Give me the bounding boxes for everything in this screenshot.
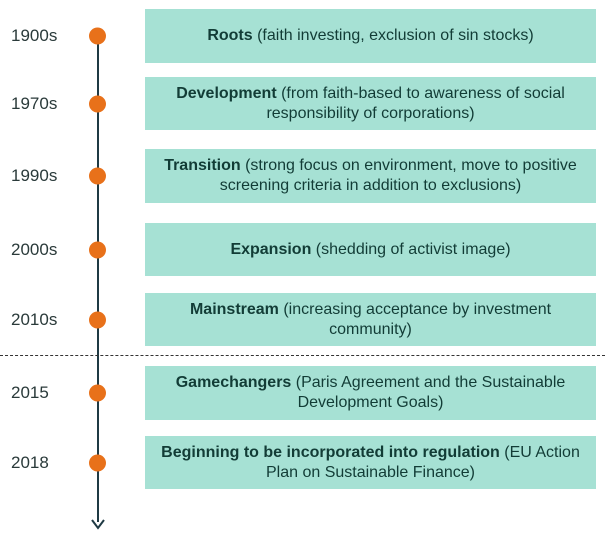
event-title: Beginning to be incorporated into regula… [161,443,500,461]
event-box: Gamechangers (Paris Agreement and the Su… [145,366,596,420]
event-year: 2000s [11,240,58,259]
event-title: Expansion [230,240,312,258]
event-desc: (Paris Agreement and the Sustainable Dev… [291,374,566,411]
milestone-dot-icon [89,95,106,113]
event-box: Beginning to be incorporated into regula… [145,436,596,489]
event-year: 1990s [11,166,58,185]
arrow-down-icon [91,519,105,530]
event-title: Mainstream [189,300,279,318]
event-title: Development [176,84,277,102]
milestone-dot-icon [89,241,106,259]
event-year: 2018 [11,453,49,472]
event-desc: (EU Action Plan on Sustainable Finance) [265,443,580,481]
event-desc: (shedding of activist image) [311,240,511,258]
event-desc: (from faith-based to awareness of social… [266,84,565,122]
era-divider [0,355,605,356]
event-desc: (strong focus on environment, move to po… [219,157,577,194]
milestone-dot-icon [89,311,106,329]
event-title: Roots [207,27,253,44]
event-title: Transition [164,157,241,174]
event-title: Gamechangers [175,374,292,391]
milestone-dot-icon [89,167,106,185]
event-year: 2015 [11,383,49,402]
event-box: Development (from faith-based to awarene… [145,77,596,130]
timeline-axis [97,36,99,522]
event-box: Roots (faith investing, exclusion of sin… [145,9,596,63]
milestone-dot-icon [89,27,106,45]
milestone-dot-icon [89,454,106,472]
event-box: Mainstream (increasing acceptance by inv… [145,293,596,346]
event-desc: (increasing acceptance by investment com… [278,300,552,338]
event-year: 1900s [11,26,58,45]
event-box: Expansion (shedding of activist image) [145,223,596,276]
event-year: 2010s [11,310,58,329]
milestone-dot-icon [89,384,106,402]
event-year: 1970s [11,94,58,113]
event-desc: (faith investing, exclusion of sin stock… [252,27,534,44]
event-box: Transition (strong focus on environment,… [145,149,596,203]
